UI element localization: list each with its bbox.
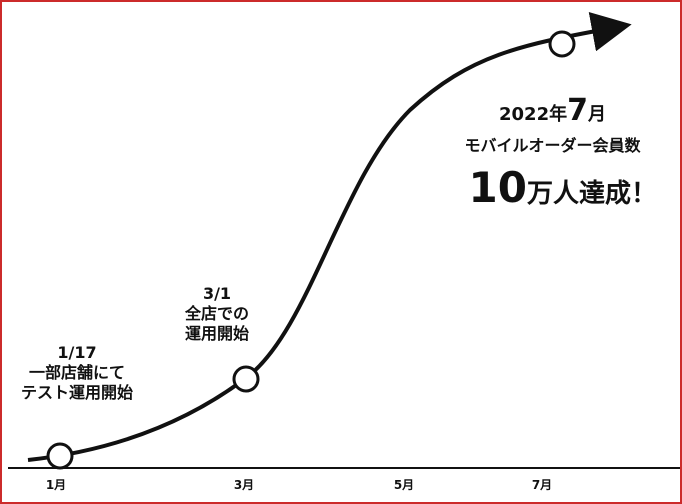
x-tick-label: 5月 [394,478,414,492]
annotation-date: 3/1 [202,284,232,303]
x-tick-label: 7月 [532,478,552,492]
annotation-jul-milestone: 2022年7月 モバイルオーダー会員数 10万人達成！ [430,92,675,214]
milestone-marker-jul [548,30,576,58]
growth-curve [27,11,632,462]
annotation-mar-full-launch: 3/1 全店での 運用開始 [162,284,272,344]
annotation-text: モバイルオーダー会員数 [464,135,641,155]
annotation-headline: 10万人達成！ [430,162,675,215]
annotation-text: 一部店舗にて [28,363,125,382]
annotation-text: テスト運用開始 [20,383,133,402]
annotation-jan-test-launch: 1/17 一部店舗にて テスト運用開始 [2,343,152,403]
x-tick-labels: 1月 3月 5月 7月 [46,478,552,492]
annotation-date: 2022年7月 [430,92,675,130]
annotation-text: 全店での [184,304,249,323]
milestone-marker-mar [232,365,260,393]
annotation-count-suffix: 万人達成！ [526,178,657,209]
annotation-year: 2022年 [499,104,568,125]
milestone-marker-jan [46,442,74,470]
annotation-date: 1/17 [57,343,97,362]
annotation-month-suffix: 月 [587,104,606,125]
annotation-text: 運用開始 [184,324,249,343]
x-tick-label: 1月 [46,478,66,492]
annotation-month-number: 7 [567,93,588,128]
annotation-count-number: 10 [468,162,527,212]
x-tick-label: 3月 [234,478,254,492]
